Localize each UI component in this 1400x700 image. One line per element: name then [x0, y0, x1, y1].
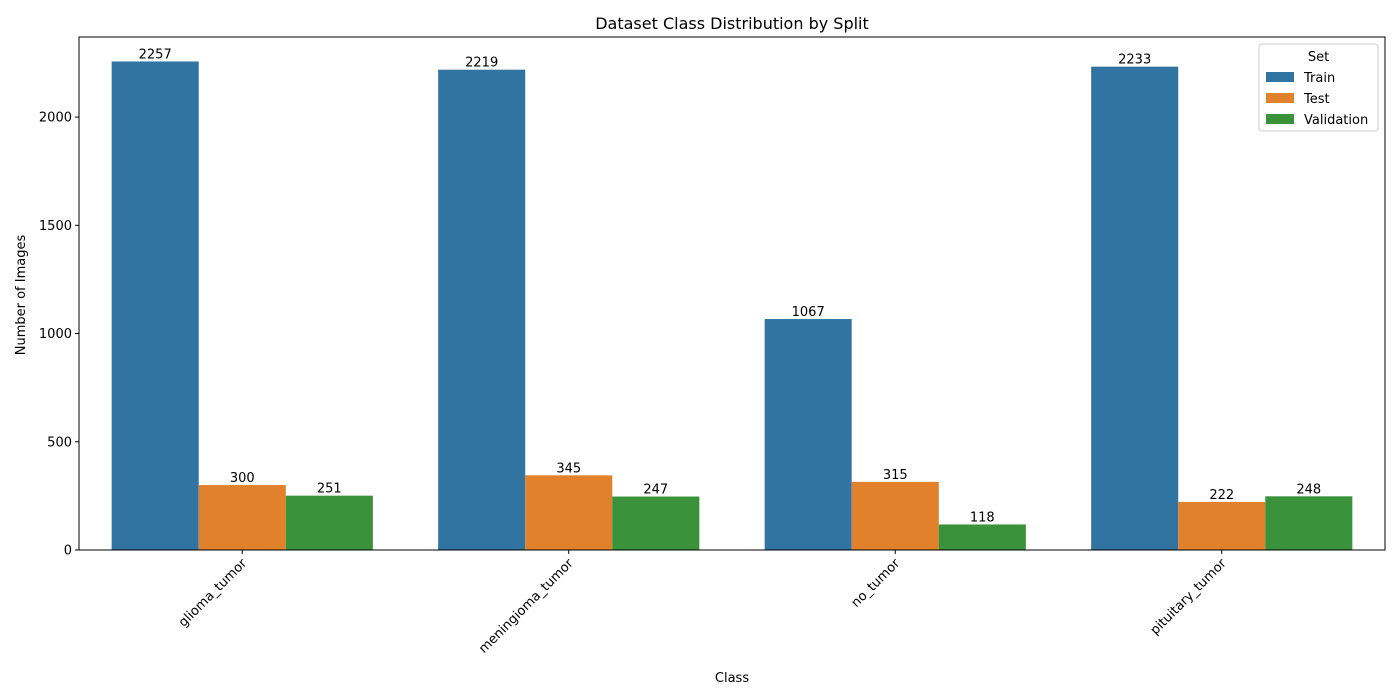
data-label: 2233 — [1118, 53, 1151, 68]
bar-test — [1178, 501, 1266, 550]
x-tick-label: pituitary_tumor — [1148, 556, 1230, 638]
y-tick-label: 500 — [47, 435, 72, 450]
data-label: 1067 — [792, 305, 825, 320]
data-label: 2257 — [139, 47, 172, 62]
legend-label-test: Test — [1303, 92, 1330, 107]
bar-test — [851, 481, 939, 550]
bar-validation — [1265, 496, 1353, 550]
bar-test — [198, 485, 286, 550]
bar-validation — [285, 495, 373, 550]
x-tick-label: glioma_tumor — [176, 556, 251, 631]
plot-frame — [78, 36, 1386, 551]
legend-swatch-test — [1266, 93, 1294, 103]
data-label: 2219 — [465, 56, 498, 71]
legend-swatch-validation — [1266, 114, 1294, 124]
bar-validation — [938, 524, 1026, 550]
y-tick-label: 1000 — [39, 327, 72, 342]
bar-train — [111, 61, 199, 550]
y-axis-label: Number of Images — [14, 235, 29, 356]
data-label: 345 — [556, 461, 581, 476]
bar-train — [438, 69, 526, 550]
bar-train — [764, 319, 852, 550]
x-tick-label: meningioma_tumor — [476, 556, 577, 657]
legend-title: Set — [1308, 50, 1329, 65]
y-tick-label: 2000 — [39, 111, 72, 126]
legend-label-train: Train — [1303, 71, 1335, 86]
legend-box — [1258, 43, 1379, 132]
legend-swatch-train — [1266, 72, 1294, 82]
bar-test — [525, 475, 613, 550]
x-axis-label: Class — [715, 671, 749, 686]
data-label: 247 — [643, 483, 668, 498]
chart-title: Dataset Class Distribution by Split — [595, 14, 869, 33]
data-label: 222 — [1209, 488, 1234, 503]
y-tick-label: 1500 — [39, 219, 72, 234]
data-label: 251 — [317, 482, 342, 497]
x-tick-label: no_tumor — [849, 556, 904, 611]
y-tick-label: 0 — [64, 544, 72, 559]
data-label: 300 — [230, 471, 255, 486]
data-label: 118 — [970, 510, 995, 525]
data-label: 315 — [883, 468, 908, 483]
bar-train — [1091, 66, 1179, 551]
bar-validation — [612, 496, 700, 550]
data-label: 248 — [1296, 482, 1321, 497]
legend-label-validation: Validation — [1304, 113, 1368, 128]
